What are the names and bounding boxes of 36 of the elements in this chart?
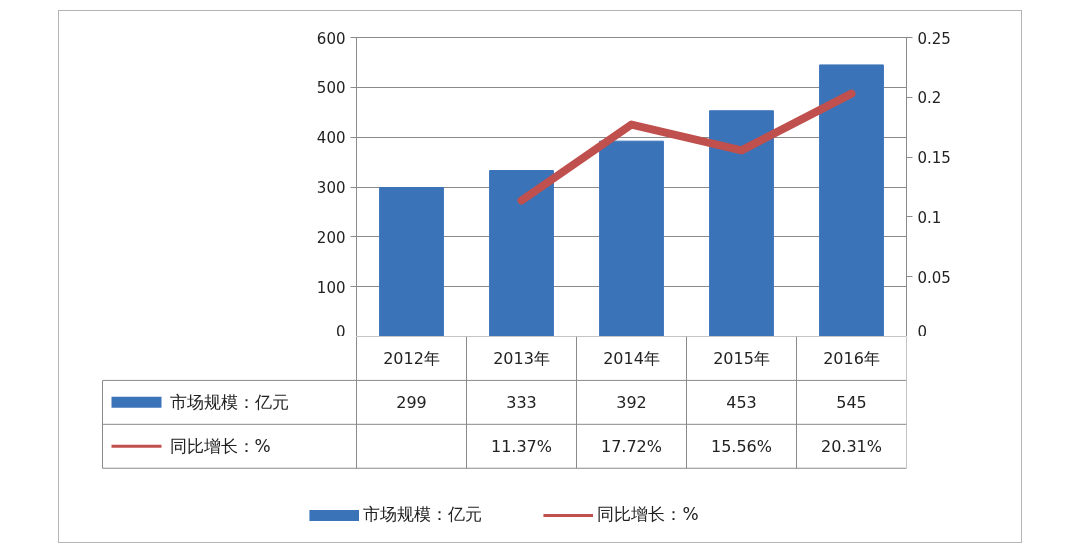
data-label: 15.56%: [711, 436, 773, 456]
y-tick-label: 100: [316, 278, 346, 297]
y2-tick-label: 0.05: [917, 268, 951, 287]
data-label: 545: [836, 393, 867, 413]
x-tick-label: 2012年: [383, 348, 440, 368]
data-label: 17.72%: [601, 436, 663, 456]
x-tick-label: 2015年: [713, 348, 770, 368]
data-label: 333: [506, 393, 537, 413]
text: 同比增长：%: [169, 436, 271, 457]
y-tick-label: 300: [316, 179, 346, 197]
y-tick-label: 200: [316, 228, 346, 247]
y-tick-label: 400: [316, 129, 346, 148]
bar: [599, 140, 664, 336]
bar: [379, 187, 444, 336]
text: 市场规模：亿元: [363, 504, 483, 524]
x-tick-label: 2014年: [603, 348, 660, 368]
y2-tick-label: 0: [917, 322, 928, 341]
legend-label: 市场规模：亿元: [169, 392, 289, 413]
y2-tick-label: 0.1: [917, 208, 942, 227]
data-label: 453: [726, 393, 757, 413]
y-tick-label: 600: [316, 29, 346, 48]
x-tick-label: 2016年: [823, 348, 880, 368]
y2-tick-label: 0.25: [917, 29, 951, 48]
y2-tick-label: 0.2: [917, 89, 942, 108]
y-tick-label: 0: [335, 322, 346, 341]
legend-label: 同比增长：%: [597, 503, 699, 526]
bar: [489, 170, 554, 336]
y2-tick-label: 0.15: [917, 149, 951, 168]
y-tick-label: 500: [316, 79, 346, 98]
data-label: 392: [616, 393, 647, 413]
bar: [819, 64, 884, 336]
bar: [709, 110, 774, 336]
data-label: 299: [396, 393, 427, 413]
data-label: 11.37%: [491, 436, 553, 456]
data-label: 20.31%: [821, 436, 883, 456]
x-tick-label: 2013年: [493, 348, 550, 368]
